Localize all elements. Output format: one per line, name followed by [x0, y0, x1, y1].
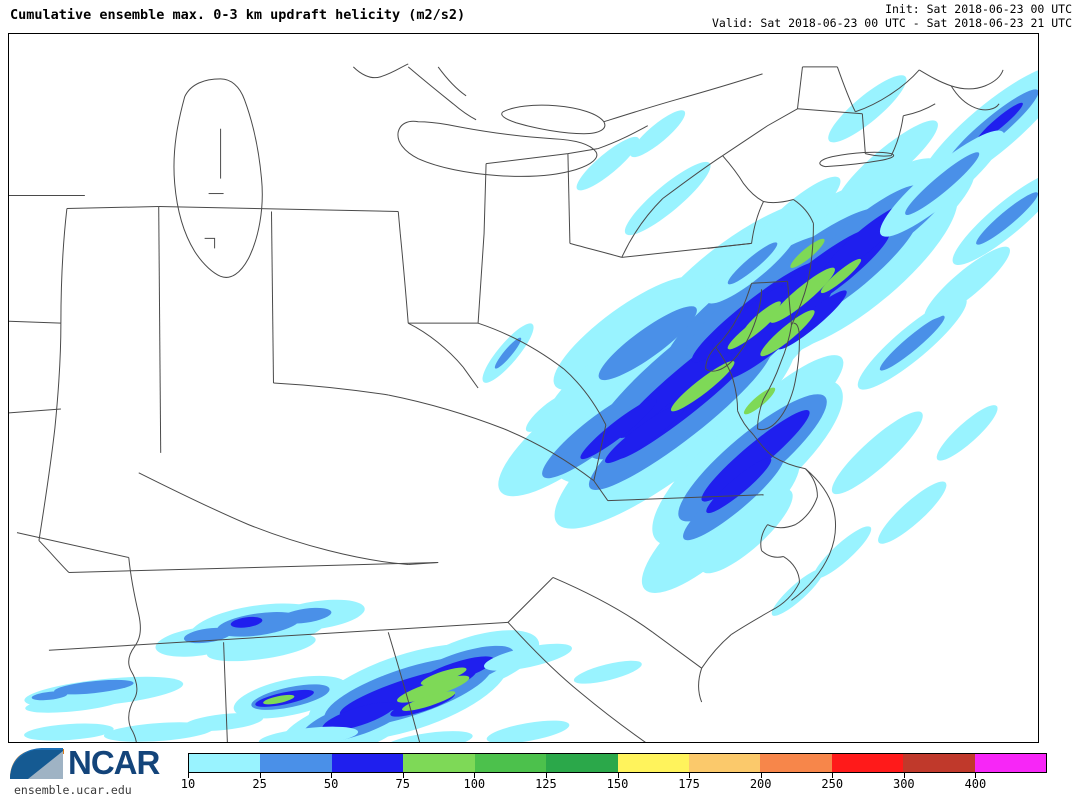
colorbar-segment: [760, 754, 832, 772]
colorbar-segment: [403, 754, 475, 772]
colorbar-tick: [832, 773, 834, 778]
colorbar-tick: [188, 773, 189, 778]
colorbar-tick-label: 150: [606, 777, 629, 791]
timestamp-block: Init: Sat 2018-06-23 00 UTC Valid: Sat 2…: [711, 2, 1072, 30]
colorbar-segment: [831, 754, 904, 772]
colorbar-tick-label: 50: [323, 777, 339, 791]
map-geography: [9, 63, 1004, 742]
colorbar-segment: [474, 754, 547, 772]
colorbar-tick-label: 100: [463, 777, 486, 791]
colorbar[interactable]: [188, 753, 1047, 773]
colorbar-tick-label: 400: [964, 777, 987, 791]
colorbar-tick-label: 10: [180, 777, 196, 791]
ncar-logo[interactable]: NCAR ensemble.ucar.edu: [6, 744, 178, 797]
page-title: Cumulative ensemble max. 0-3 km updraft …: [10, 7, 466, 23]
colorbar-tick-label: 250: [821, 777, 844, 791]
colorbar-tick-label: 125: [535, 777, 557, 791]
colorbar-segment: [617, 754, 689, 772]
colorbar-tick: [760, 773, 762, 778]
map-canvas[interactable]: [9, 34, 1038, 742]
ncar-swoosh-icon: [10, 748, 64, 779]
colorbar-tick-label: 200: [749, 777, 772, 791]
colorbar-segment: [331, 754, 404, 772]
ncar-url-label: ensemble.ucar.edu: [14, 783, 132, 797]
header-bar: Cumulative ensemble max. 0-3 km updraft …: [0, 0, 1080, 33]
colorbar-segment: [189, 754, 261, 772]
colorbar-segment: [260, 754, 332, 772]
colorbar-tick: [259, 773, 261, 778]
colorbar-tick-label: 75: [395, 777, 410, 791]
colorbar-tick: [975, 773, 977, 778]
colorbar-labels: 10 25 50 75 100 125 150 175 200 250 300 400: [0, 777, 1080, 795]
colorbar-tick: [903, 773, 905, 778]
colorbar-tick: [545, 773, 547, 778]
ncar-wordmark: NCAR: [68, 744, 160, 781]
colorbar-tick: [402, 773, 404, 778]
valid-time-label: Valid: Sat 2018-06-23 00 UTC - Sat 2018-…: [711, 15, 1072, 30]
colorbar-segment: [546, 754, 618, 772]
colorbar-tick-label: 300: [892, 777, 915, 791]
colorbar-tick-label: 25: [252, 777, 267, 791]
colorbar-segment: [688, 754, 761, 772]
colorbar-ticks: [188, 773, 1047, 779]
init-time-label: Init: Sat 2018-06-23 00 UTC: [885, 2, 1072, 16]
colorbar-tick: [331, 773, 333, 778]
map-panel[interactable]: [8, 33, 1039, 743]
colorbar-tick-label: 175: [678, 777, 700, 791]
colorbar-tick: [617, 773, 619, 778]
colorbar-tick: [689, 773, 691, 778]
colorbar-segment: [903, 754, 975, 772]
updraft-helicity-field: [24, 65, 1038, 742]
colorbar-segment: [974, 754, 1047, 772]
colorbar-tick: [474, 773, 476, 778]
